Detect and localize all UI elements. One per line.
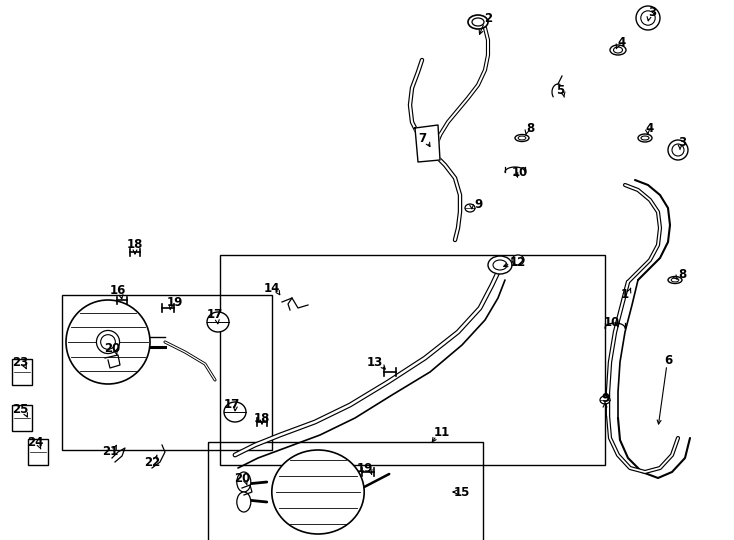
Text: 6: 6 (664, 354, 672, 367)
Ellipse shape (488, 256, 512, 274)
Text: 25: 25 (12, 403, 28, 416)
Text: 15: 15 (454, 485, 470, 498)
Text: 16: 16 (110, 284, 126, 296)
Bar (12, 405, 32, 431)
Text: 19: 19 (357, 462, 373, 475)
Ellipse shape (636, 6, 660, 30)
Text: 4: 4 (618, 36, 626, 49)
Text: 20: 20 (104, 341, 120, 354)
Text: 9: 9 (474, 199, 482, 212)
Polygon shape (415, 125, 440, 162)
Ellipse shape (512, 255, 524, 265)
Ellipse shape (96, 330, 120, 354)
Ellipse shape (614, 47, 622, 53)
Ellipse shape (668, 276, 682, 284)
Text: 19: 19 (167, 295, 184, 308)
Ellipse shape (671, 278, 679, 282)
Text: 3: 3 (678, 136, 686, 148)
Text: 10: 10 (604, 315, 620, 328)
Ellipse shape (493, 260, 507, 270)
Text: 24: 24 (27, 435, 43, 449)
Text: 17: 17 (224, 399, 240, 411)
Text: 18: 18 (127, 239, 143, 252)
Text: 8: 8 (678, 268, 686, 281)
Ellipse shape (672, 144, 684, 156)
Bar (28, 439, 48, 465)
Text: 18: 18 (254, 411, 270, 424)
Bar (220, 255, 605, 465)
Text: 21: 21 (102, 446, 118, 458)
Ellipse shape (207, 312, 229, 332)
Text: 2: 2 (484, 11, 492, 24)
Ellipse shape (468, 15, 488, 29)
Text: 12: 12 (510, 255, 526, 268)
Ellipse shape (518, 136, 526, 140)
Text: 17: 17 (207, 308, 223, 321)
Bar (12, 359, 32, 385)
Text: 7: 7 (418, 132, 426, 145)
Text: 5: 5 (556, 84, 564, 97)
Bar (62, 295, 272, 450)
Text: 4: 4 (646, 122, 654, 134)
Text: 20: 20 (234, 471, 250, 484)
Ellipse shape (472, 18, 484, 26)
Ellipse shape (224, 402, 246, 422)
Ellipse shape (638, 134, 652, 142)
Ellipse shape (237, 472, 251, 492)
Ellipse shape (272, 450, 364, 534)
Text: 8: 8 (526, 122, 534, 134)
Ellipse shape (641, 11, 655, 25)
Text: 3: 3 (648, 5, 656, 18)
Bar (208, 442, 483, 540)
Ellipse shape (465, 204, 475, 212)
Text: 14: 14 (264, 281, 280, 294)
Ellipse shape (101, 335, 115, 349)
Ellipse shape (237, 492, 251, 512)
Text: 9: 9 (601, 392, 609, 404)
Text: 22: 22 (144, 456, 160, 469)
Text: 10: 10 (512, 165, 528, 179)
Ellipse shape (515, 134, 529, 141)
Ellipse shape (668, 140, 688, 160)
Text: 13: 13 (367, 355, 383, 368)
Text: 23: 23 (12, 355, 28, 368)
Ellipse shape (600, 396, 610, 404)
Ellipse shape (641, 136, 649, 140)
Text: 11: 11 (434, 426, 450, 438)
Ellipse shape (66, 300, 150, 384)
Ellipse shape (610, 45, 626, 55)
Text: 1: 1 (621, 288, 629, 301)
